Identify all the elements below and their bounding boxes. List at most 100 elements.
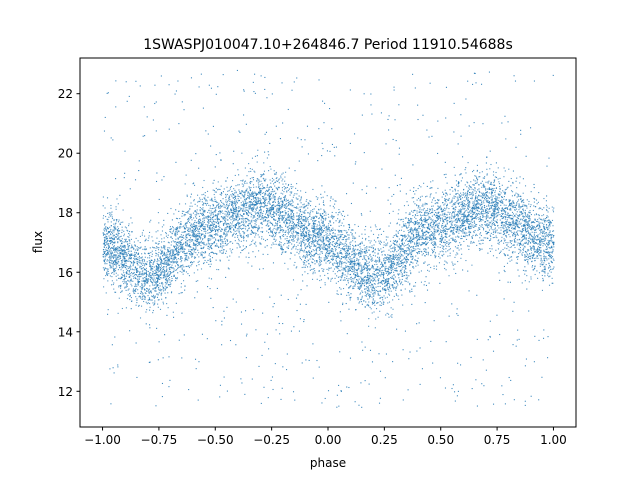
scatter-point bbox=[437, 200, 439, 202]
scatter-point bbox=[117, 221, 120, 223]
scatter-point bbox=[395, 264, 397, 266]
scatter-point bbox=[421, 220, 423, 222]
scatter-point bbox=[311, 268, 313, 271]
scatter-point bbox=[329, 232, 331, 234]
scatter-point bbox=[157, 269, 159, 271]
scatter-point bbox=[322, 201, 324, 204]
scatter-point bbox=[160, 290, 162, 292]
scatter-point bbox=[336, 240, 338, 242]
scatter-point bbox=[250, 170, 252, 172]
scatter-point bbox=[126, 248, 128, 251]
scatter-point bbox=[434, 210, 436, 212]
scatter-point bbox=[331, 211, 333, 214]
scatter-point bbox=[336, 236, 338, 238]
scatter-point bbox=[164, 261, 166, 263]
scatter-point bbox=[307, 204, 309, 206]
scatter-point bbox=[499, 201, 502, 203]
scatter-point bbox=[245, 209, 247, 211]
scatter-point bbox=[139, 292, 142, 294]
scatter-point bbox=[223, 203, 225, 205]
scatter-point bbox=[344, 248, 346, 250]
scatter-point bbox=[363, 255, 365, 257]
scatter-point bbox=[548, 220, 550, 222]
scatter-point bbox=[139, 295, 141, 297]
scatter-point bbox=[380, 273, 382, 276]
scatter-point bbox=[416, 212, 418, 214]
scatter-point bbox=[114, 271, 116, 273]
scatter-point bbox=[103, 246, 105, 248]
scatter-point bbox=[544, 220, 546, 222]
scatter-point bbox=[470, 222, 472, 224]
scatter-point bbox=[391, 266, 393, 268]
scatter-point bbox=[249, 223, 251, 225]
scatter-point bbox=[428, 213, 430, 215]
scatter-point bbox=[444, 226, 446, 228]
scatter-point bbox=[421, 241, 423, 244]
scatter-point bbox=[136, 302, 138, 304]
scatter-point bbox=[185, 256, 187, 258]
scatter-point bbox=[488, 192, 490, 194]
scatter-point bbox=[323, 244, 325, 246]
scatter-point bbox=[341, 222, 343, 224]
scatter-point bbox=[464, 194, 467, 196]
scatter-point bbox=[262, 185, 264, 187]
scatter-point bbox=[108, 246, 110, 248]
scatter-point bbox=[284, 195, 286, 197]
scatter-point bbox=[445, 228, 448, 230]
scatter-point bbox=[170, 207, 172, 210]
scatter-point bbox=[406, 261, 408, 263]
scatter-point bbox=[505, 227, 507, 229]
scatter-point bbox=[519, 214, 521, 216]
scatter-point bbox=[403, 230, 405, 232]
scatter-point bbox=[110, 265, 112, 267]
scatter-point bbox=[126, 269, 129, 271]
scatter-point bbox=[551, 282, 553, 284]
scatter-point bbox=[257, 182, 259, 184]
scatter-point bbox=[126, 255, 128, 257]
scatter-point bbox=[388, 285, 391, 287]
scatter-point bbox=[519, 243, 521, 246]
scatter-point bbox=[104, 262, 106, 264]
scatter-point bbox=[107, 280, 109, 282]
scatter-point bbox=[333, 229, 335, 231]
scatter-point bbox=[221, 229, 223, 231]
scatter-point bbox=[211, 216, 214, 218]
scatter-point bbox=[180, 226, 182, 228]
scatter-point bbox=[351, 254, 353, 256]
scatter-point bbox=[454, 240, 456, 242]
scatter-point bbox=[154, 242, 157, 244]
scatter-point bbox=[352, 247, 355, 249]
scatter-point bbox=[373, 279, 375, 281]
scatter-point bbox=[360, 276, 362, 278]
scatter-point bbox=[333, 252, 335, 254]
scatter-point bbox=[468, 184, 470, 186]
scatter-point bbox=[304, 218, 306, 220]
scatter-point bbox=[320, 229, 322, 232]
scatter-point bbox=[195, 226, 197, 228]
scatter-point bbox=[399, 224, 401, 226]
scatter-point bbox=[471, 198, 473, 200]
scatter-point bbox=[166, 279, 168, 281]
scatter-point bbox=[466, 196, 468, 199]
scatter-point bbox=[528, 220, 530, 222]
scatter-point bbox=[288, 226, 290, 228]
scatter-point bbox=[368, 288, 370, 290]
scatter-point bbox=[165, 262, 167, 264]
scatter-point bbox=[465, 195, 467, 197]
scatter-point bbox=[477, 229, 479, 231]
scatter-point bbox=[401, 265, 403, 267]
scatter-point bbox=[106, 237, 109, 239]
scatter-point bbox=[251, 207, 253, 209]
scatter-point bbox=[201, 214, 203, 217]
scatter-point bbox=[210, 243, 212, 245]
scatter-point bbox=[443, 228, 445, 231]
scatter-point bbox=[451, 215, 453, 217]
scatter-point bbox=[517, 234, 519, 236]
scatter-point bbox=[392, 299, 394, 301]
scatter-point bbox=[514, 209, 516, 211]
scatter-point bbox=[316, 224, 318, 226]
scatter-point bbox=[145, 238, 147, 240]
scatter-point bbox=[297, 207, 299, 209]
scatter-point bbox=[120, 277, 122, 280]
scatter-point bbox=[466, 192, 468, 194]
